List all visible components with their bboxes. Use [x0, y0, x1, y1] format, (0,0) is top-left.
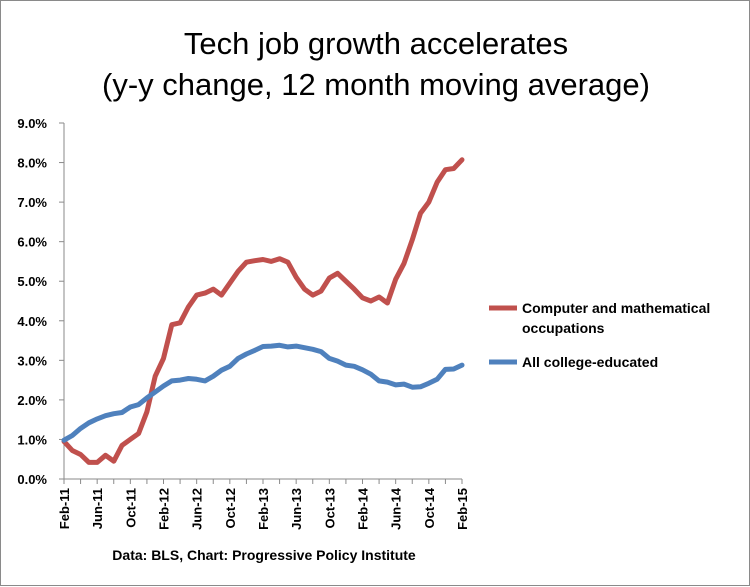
y-tick-label: 5.0% [17, 274, 47, 289]
y-tick-label: 0.0% [17, 472, 47, 487]
y-tick-label: 4.0% [17, 314, 47, 329]
y-tick-label: 7.0% [17, 195, 47, 210]
x-tick-label: Oct-12 [223, 488, 238, 528]
x-tick-label: Jun-11 [90, 488, 105, 529]
x-tick-label: Feb-11 [57, 488, 72, 529]
legend-label: occupations [522, 320, 605, 336]
x-tick-label: Jun-14 [389, 487, 404, 530]
legend: Computer and mathematical occupations All … [489, 300, 710, 370]
x-tick-label: Jun-13 [289, 488, 304, 530]
y-tick-label: 9.0% [17, 116, 47, 131]
x-tick-label: Feb-14 [356, 487, 371, 530]
y-tick-label: 2.0% [17, 393, 47, 408]
legend-label: Computer and mathematical [522, 300, 710, 316]
y-tick-label: 8.0% [17, 156, 47, 171]
y-tick-label: 1.0% [17, 432, 47, 447]
y-tick-label: 3.0% [17, 353, 47, 368]
x-tick-label: Oct-13 [322, 488, 337, 528]
x-tick-label: Feb-12 [157, 488, 172, 530]
x-tick-label: Feb-13 [256, 488, 271, 530]
axes [59, 122, 463, 484]
x-tick-label: Feb-15 [455, 488, 470, 530]
series-line-computer-math [61, 157, 465, 465]
source-note: Data: BLS, Chart: Progressive Policy Ins… [112, 547, 416, 563]
legend-label: All college-educated [522, 354, 658, 370]
series-line-college-educated [61, 342, 465, 443]
y-tick-label: 6.0% [17, 235, 47, 250]
x-tick-label: Oct-11 [123, 488, 138, 528]
x-tick-label: Oct-14 [422, 487, 437, 528]
y-axis-tick-labels: 0.0% 1.0% 2.0% 3.0% 4.0% 5.0% 6.0% 7.0% 8.0% 9.0% [17, 116, 47, 487]
x-axis-tick-labels: Feb-11 Jun-11 Oct-11 Feb-12 Jun-12 Oct-12 Feb-… [57, 487, 470, 530]
x-tick-label: Jun-12 [190, 488, 205, 530]
chart-title-line-1: Tech job growth accelerates [184, 26, 568, 61]
chart-title-line-2: (y-y change, 12 month moving average) [102, 67, 650, 102]
series-lines [61, 157, 465, 465]
